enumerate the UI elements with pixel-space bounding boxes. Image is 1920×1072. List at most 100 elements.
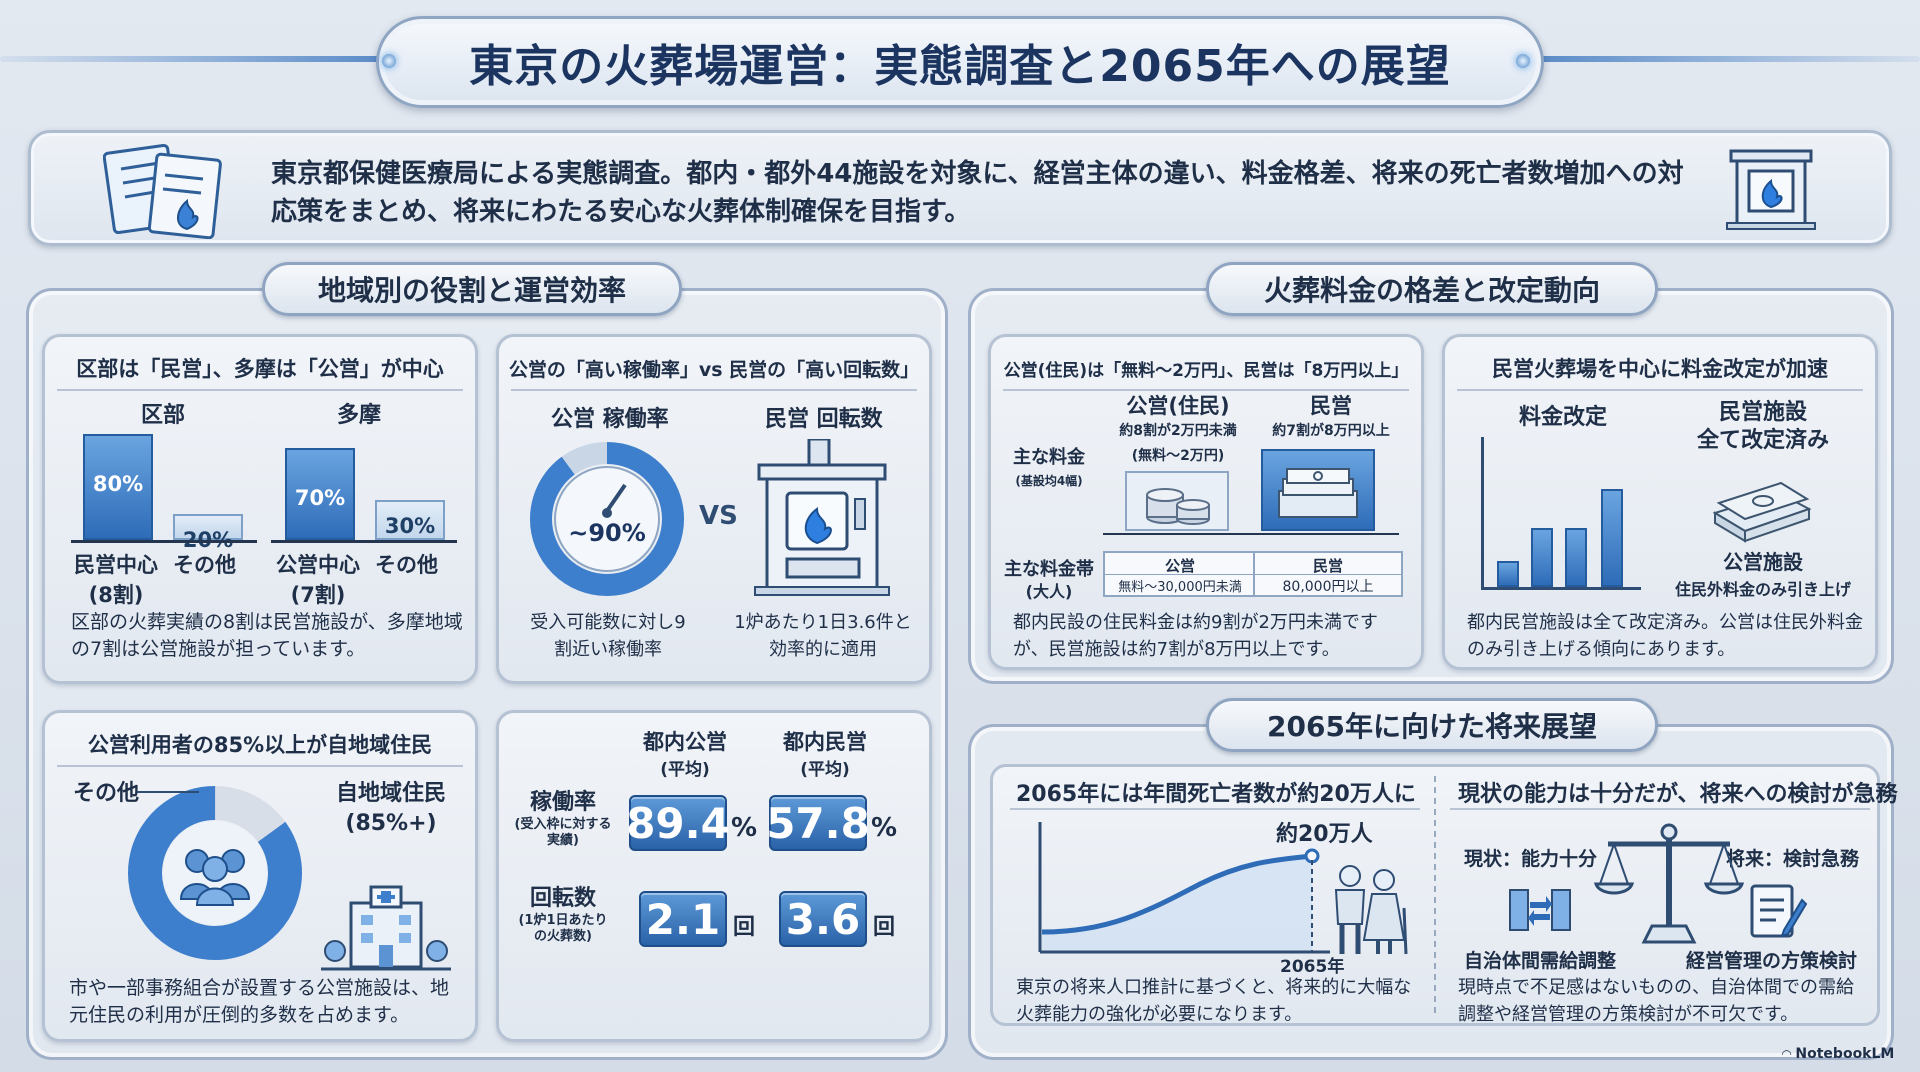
- fee-td-public: 無料～30,000円未満: [1118, 580, 1242, 595]
- coordination-icon: [1509, 889, 1571, 931]
- resident-other-label: その他: [73, 781, 140, 806]
- tama-main-sub: (7割): [290, 583, 346, 607]
- col-private-header: 都内民営 (平均): [765, 729, 885, 783]
- death-forecast-rule: [1010, 808, 1420, 810]
- public-rate-desc: 受入可能数に対し9割近い稼働率: [530, 612, 686, 660]
- ku-other-label: その他: [173, 553, 236, 577]
- ku-other-bar: 20%: [173, 514, 243, 552]
- public-revision-name: 公営施設: [1723, 550, 1803, 574]
- tama-main-label-text: 公営中心: [276, 553, 360, 577]
- fee-section-title: 火葬料金の格差と改定動向: [1206, 262, 1658, 316]
- death-forecast-title: 2065年には年間死亡者数が約20万人に: [1016, 782, 1416, 807]
- hospital-icon: [321, 885, 451, 971]
- ku-main-label: 民営中心 (8割): [61, 549, 171, 609]
- future-section-title: 2065年に向けた将来展望: [1206, 698, 1658, 752]
- regional-section-title: 地域別の役割と運営効率: [262, 262, 682, 316]
- fee-col-private-name: 民営: [1310, 394, 1352, 418]
- private-revised-label: 民営施設 全て改定済み: [1665, 399, 1861, 455]
- fee-baseline: [1103, 533, 1399, 535]
- public-revision-label: 公営施設住民外料金のみ引き上げ: [1651, 549, 1875, 603]
- resident-card-title: 公営利用者の85%以上が自地域住民: [57, 723, 463, 767]
- col-private-sub: (平均): [800, 760, 850, 780]
- fee-row2-label: 主な料金帯 (大人): [999, 559, 1099, 603]
- title-line-right: [1540, 56, 1920, 62]
- tama-label: 多摩: [337, 403, 382, 428]
- fee-th-private: 民営: [1312, 557, 1343, 575]
- page-title: 東京の火葬場運営：実態調査と2065年への展望: [376, 16, 1544, 108]
- documents-icon: [103, 143, 222, 239]
- ku-main-bar: 80%: [83, 434, 153, 540]
- fee-table-hrule: [1105, 574, 1401, 575]
- tama-main-value: 70%: [294, 486, 346, 510]
- fee-col-public-note1: 約8割が2万円未満: [1119, 423, 1237, 439]
- resident-card-desc: 市や一部事務組合が設置する公営施設は、地元住民の利用が圧倒的多数を占めます。: [69, 977, 450, 1026]
- revision-bar: [1531, 528, 1553, 587]
- fee-col-private-note: 約7割が8万円以上: [1272, 423, 1390, 439]
- fee-row1-name: 主な料金: [1013, 447, 1085, 468]
- tama-other-value: 30%: [384, 514, 436, 538]
- col-public-name: 都内公営: [643, 730, 727, 754]
- gauge-text: ~90%: [568, 519, 646, 547]
- revision-bar: [1601, 489, 1623, 587]
- row-turn-name: 回転数: [529, 886, 596, 911]
- capacity-rule: [1450, 808, 1870, 810]
- private-turn-desc: 1炉あたり1日3.6件と効率的に適用: [734, 612, 912, 660]
- cash-stack-icon: [1278, 468, 1358, 518]
- private-turn-label: 民営 回転数: [765, 407, 883, 432]
- public-rate-unit: %: [731, 813, 758, 843]
- tama-main-label: 公営中心 (7割): [263, 549, 373, 609]
- efficiency-card-title: 公営の「高い稼働率」vs 民営の「高い回転数」: [509, 347, 919, 391]
- furnace-icon: [1726, 149, 1816, 230]
- regional-section-title-text: 地域別の役割と運営効率: [317, 274, 626, 307]
- fee-gap-card: 公営(住民)は「無料～2万円」、民営は「8万円以上」 公営(住民) 約8割が2万円…: [988, 334, 1424, 670]
- public-rate-label: 公営 稼働率: [551, 407, 669, 432]
- row-rate-name: 稼働率: [529, 790, 596, 815]
- private-turn-unit: 回: [873, 915, 896, 940]
- fee-th-public: 公営: [1164, 557, 1195, 575]
- now-capacity-label: 現状：能力十分: [1464, 848, 1598, 870]
- death-forecast-desc: 東京の将来人口推計に基づくと、将来的に大幅な火葬能力の強化が必要になります。: [1016, 977, 1412, 1025]
- brand-logo: ◠ NotebookLM: [1782, 1046, 1894, 1062]
- share-card-desc: 区部の火葬実績の8割は民営施設が、多摩地域の7割は公営施設が担っています。: [71, 611, 463, 660]
- ku-label: 区部: [141, 403, 186, 428]
- elderly-couple-icon: [1334, 865, 1408, 955]
- tama-other-label: その他: [375, 553, 438, 577]
- private-turn-value: 3.6: [779, 891, 867, 947]
- scale-icon: [1594, 823, 1744, 944]
- fee-table: 公営 民営 無料～30,000円未満 80,000円以上: [1103, 551, 1403, 597]
- public-turn-value: 2.1: [639, 891, 727, 947]
- gauge-icon: [530, 442, 684, 596]
- share-card: 区部は「民営」、多摩は「公営」が中心 区部 多摩 80% 20% 70% 30%…: [42, 334, 478, 684]
- money-bundle-icon: [1712, 481, 1812, 543]
- fee-row1-label: 主な料金 (基設均4幅): [999, 447, 1099, 492]
- tama-other-bar: 30%: [375, 500, 445, 540]
- fee-revision-card: 民営火葬場を中心に料金改定が加速 料金改定 民営施設 全て改定済み 公営施設 住民外…: [1442, 334, 1878, 670]
- fee-td-private: 80,000円以上: [1282, 579, 1374, 595]
- fee-revision-desc: 都内民営施設は全て改定済み。公営は住民外料金のみ引き上げる傾向にあります。: [1467, 612, 1863, 660]
- fee-col-public: 公営(住民) 約8割が2万円未満 (無料～2万円): [1103, 395, 1253, 467]
- row-rate-label: 稼働率 (受入枠に対する実績): [505, 790, 621, 849]
- resident-label: 自地域住民 (85%+): [321, 779, 461, 839]
- ku-main-value: 80%: [92, 472, 144, 496]
- future-divider: [1434, 776, 1436, 1016]
- public-revision-sub: 住民外料金のみ引き上げ: [1674, 580, 1851, 599]
- year-label: 2065年: [1280, 957, 1345, 977]
- title-dot-right: [1516, 54, 1530, 68]
- share-card-title: 区部は「民営」、多摩は「公営」が中心: [57, 347, 463, 391]
- fee-col-private: 民営約7割が8万円以上: [1261, 395, 1401, 442]
- revision-x-axis: [1481, 587, 1641, 590]
- resident-donut: [127, 786, 302, 960]
- resident-other-leader: [137, 791, 199, 793]
- private-revised-status: 全て改定済み: [1696, 428, 1829, 453]
- fee-revision-card-title: 民営火葬場を中心に料金改定が加速: [1457, 347, 1863, 391]
- capacity-desc: 現時点で不足感はないものの、自治体間での需給調整や経営管理の方策検討が不可欠です…: [1458, 977, 1854, 1025]
- page-title-text: 東京の火葬場運営：実態調査と2065年への展望: [469, 41, 1451, 92]
- resident-label-text: 自地域住民: [335, 781, 446, 806]
- fee-gap-desc: 都内民設の住民料金は約9割が2万円未満ですが、民営施設は約7割が8万円以上です。: [1013, 612, 1378, 660]
- ku-baseline: [71, 540, 257, 543]
- row-turn-sub: (1炉1日あたりの火葬数): [518, 913, 608, 944]
- capacity-title: 現状の能力は十分だが、将来への検討が急務: [1458, 782, 1898, 807]
- fee-section-title-text: 火葬料金の格差と改定動向: [1263, 274, 1600, 307]
- fee-row1-sub: (基設均4幅): [1015, 474, 1083, 488]
- death-forecast-chart: [1038, 822, 1330, 954]
